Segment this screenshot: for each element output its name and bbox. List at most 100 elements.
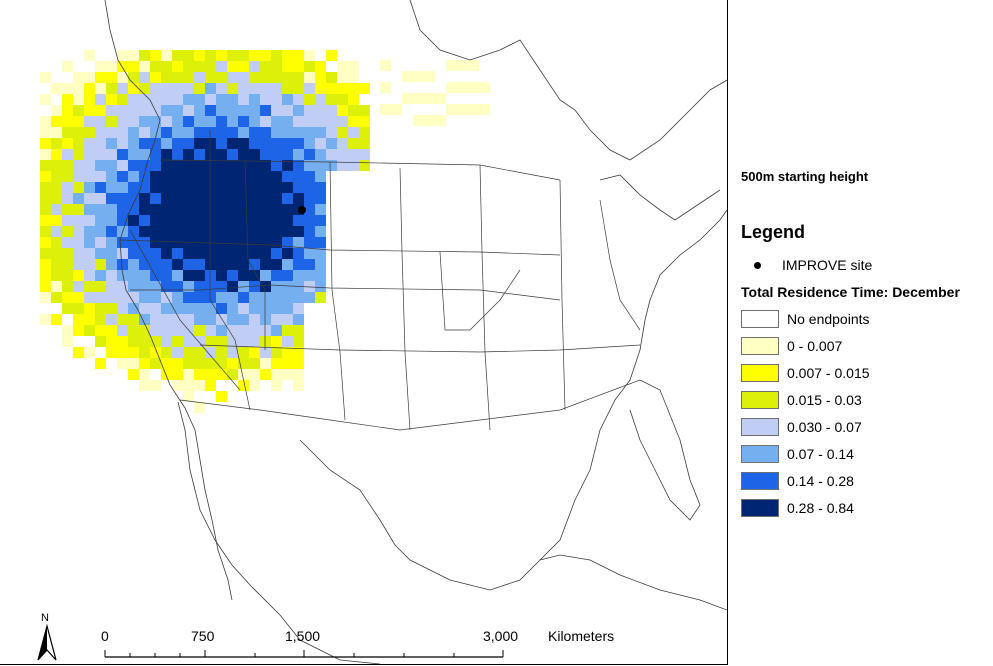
grid-cell xyxy=(249,50,260,61)
grid-cell xyxy=(216,61,227,72)
grid-cell xyxy=(95,292,106,303)
grid-cell xyxy=(315,270,326,281)
grid-cell xyxy=(238,204,249,215)
grid-cell xyxy=(183,50,194,61)
grid-cell xyxy=(172,215,183,226)
grid-cell xyxy=(282,61,293,72)
grid-cell xyxy=(282,72,293,83)
grid-cell xyxy=(380,82,391,93)
grid-cell xyxy=(51,127,62,138)
grid-cell xyxy=(293,358,304,369)
grid-cell xyxy=(271,116,282,127)
grid-cell xyxy=(128,237,139,248)
grid-cell xyxy=(194,402,205,413)
state-boundaries xyxy=(119,130,641,431)
grid-cell xyxy=(238,358,249,369)
grid-cell xyxy=(128,281,139,292)
grid-cell xyxy=(40,237,51,248)
grid-cell xyxy=(282,237,293,248)
grid-cell xyxy=(249,292,260,303)
grid-cell xyxy=(172,369,183,380)
grid-cell xyxy=(249,127,260,138)
grid-cell xyxy=(216,72,227,83)
grid-cell xyxy=(183,391,194,402)
grid-cell xyxy=(84,116,95,127)
grid-cell xyxy=(271,105,282,116)
grid-cell xyxy=(95,314,106,325)
grid-cell xyxy=(139,193,150,204)
grid-cell xyxy=(172,281,183,292)
grid-cell xyxy=(128,182,139,193)
grid-cell xyxy=(40,94,51,105)
grid-cell xyxy=(51,149,62,160)
grid-cell xyxy=(62,94,73,105)
map-frame: N 0 750 1,500 3,000 Kilometers xyxy=(0,0,728,665)
grid-cell xyxy=(95,204,106,215)
grid-cell xyxy=(227,72,238,83)
grid-cell xyxy=(172,138,183,149)
grid-cell xyxy=(282,83,293,94)
grid-cell xyxy=(315,292,326,303)
grid-cell xyxy=(457,104,468,115)
grid-cell xyxy=(106,61,117,72)
grid-cell xyxy=(139,336,150,347)
grid-cell xyxy=(183,369,194,380)
grid-cell xyxy=(40,182,51,193)
grid-cell xyxy=(62,248,73,259)
grid-cell xyxy=(227,193,238,204)
grid-cell xyxy=(139,215,150,226)
grid-cell xyxy=(172,314,183,325)
scale-tick-750: 750 xyxy=(191,628,215,644)
grid-cell xyxy=(172,336,183,347)
grid-cell xyxy=(194,193,205,204)
grid-cell xyxy=(271,314,282,325)
grid-cell xyxy=(216,83,227,94)
grid-cell xyxy=(304,127,315,138)
grid-cell xyxy=(172,171,183,182)
grid-cell xyxy=(51,314,62,325)
grid-cell xyxy=(51,259,62,270)
grid-cell xyxy=(183,380,194,391)
grid-cell xyxy=(271,325,282,336)
grid-cell xyxy=(337,138,348,149)
grid-cell xyxy=(150,215,161,226)
grid-cell xyxy=(293,237,304,248)
grid-cell xyxy=(216,369,227,380)
grid-cell xyxy=(205,193,216,204)
grid-cell xyxy=(139,270,150,281)
grid-cell xyxy=(293,171,304,182)
grid-cell xyxy=(128,248,139,259)
grid-cell xyxy=(227,61,238,72)
grid-cell xyxy=(315,193,326,204)
grid-cell xyxy=(150,292,161,303)
grid-cell xyxy=(172,149,183,160)
grid-cell xyxy=(260,127,271,138)
grid-cell xyxy=(51,116,62,127)
grid-cell xyxy=(216,391,227,402)
grid-cell xyxy=(117,292,128,303)
grid-cell xyxy=(117,215,128,226)
grid-cell xyxy=(271,127,282,138)
grid-cell xyxy=(227,248,238,259)
grid-cell xyxy=(304,248,315,259)
grid-cell xyxy=(128,369,139,380)
grid-cell xyxy=(194,138,205,149)
north-arrow-icon xyxy=(37,623,57,661)
grid-cell xyxy=(106,270,117,281)
grid-cell xyxy=(150,336,161,347)
grid-cell xyxy=(238,127,249,138)
grid-cell xyxy=(216,138,227,149)
grid-cell xyxy=(227,160,238,171)
grid-cell xyxy=(106,116,117,127)
grid-cell xyxy=(304,270,315,281)
grid-cell xyxy=(194,149,205,160)
grid-cell xyxy=(161,237,172,248)
grid-cell xyxy=(216,270,227,281)
grid-cell xyxy=(304,50,315,61)
grid-cell xyxy=(293,127,304,138)
grid-cell xyxy=(238,116,249,127)
grid-cell xyxy=(260,72,271,83)
legend-class-label: 0.14 - 0.28 xyxy=(787,473,854,489)
grid-cell xyxy=(194,314,205,325)
grid-cell xyxy=(183,94,194,105)
